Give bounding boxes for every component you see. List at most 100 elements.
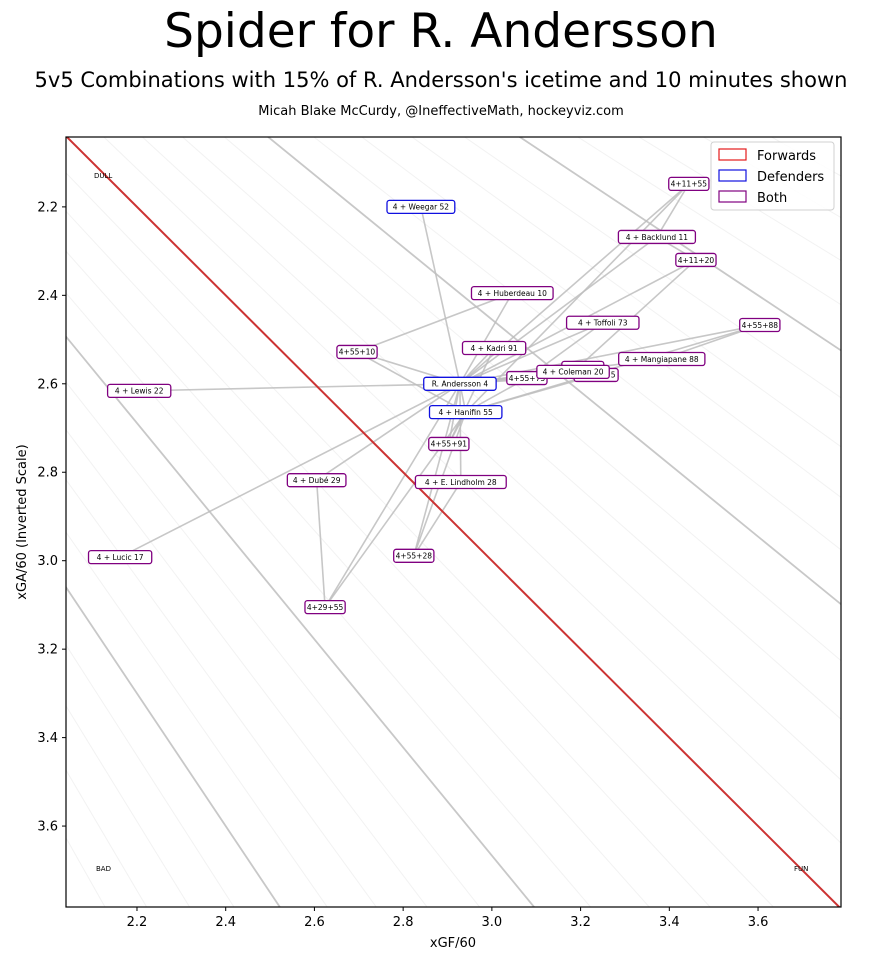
combination-nodes: R. Andersson 4 4 + Weegar 52 4 + Hanifin 5… — [87, 176, 781, 615]
spider-edge — [459, 292, 513, 385]
node-toffoli: 4 + Toffoli 73 — [565, 315, 640, 330]
node-c11_20: 4+11+20 — [675, 252, 717, 268]
legend: Forwards Defenders Both — [710, 141, 835, 211]
node-label: 4+55+10 — [339, 348, 376, 357]
node-box — [428, 404, 503, 420]
chart-title: Spider for R. Andersson — [164, 4, 718, 59]
faint-contour-line — [0, 499, 882, 960]
node-label: 4 + Lucic 17 — [97, 553, 144, 562]
node-label: 4+11+55 — [671, 180, 708, 189]
node-label: 5 — [611, 371, 616, 380]
node-huberdeau: 4 + Huberdeau 10 — [470, 285, 554, 301]
x-tick-label: 2.8 — [393, 915, 414, 930]
spider-edge — [459, 236, 658, 385]
node-lucic: 4 + Lucic 17 — [87, 550, 153, 565]
node-backlund: 4 + Backlund 11 — [617, 229, 697, 245]
faint-contour-line — [0, 617, 882, 960]
node-weegar: 4 + Weegar 52 — [386, 199, 456, 215]
node-box — [106, 383, 172, 399]
legend-swatch-defenders — [718, 169, 747, 182]
y-tick-label: 2.6 — [37, 377, 58, 392]
node-box — [414, 474, 507, 490]
y-tick-label: 3.2 — [37, 643, 58, 658]
corner-label-dull: DULL — [94, 172, 112, 180]
faint-contour-line — [0, 0, 882, 46]
faint-contour-line — [223, 137, 841, 662]
node-box — [386, 199, 456, 215]
node-lewis: 4 + Lewis 22 — [106, 383, 172, 399]
node-c55_28: 4+55+28 — [393, 548, 435, 563]
spider-edge — [315, 480, 326, 608]
x-axis-ticks: 2.2 2.4 2.6 2.8 3.0 3.2 3.4 3.6 — [127, 907, 769, 930]
node-c55_10: 4+55+10 — [336, 344, 378, 360]
node-label: 4 + Kadri 91 — [471, 344, 518, 353]
node-label: 4 + Coleman 20 — [543, 368, 604, 377]
node-label: 4+29+55 — [307, 603, 344, 612]
node-mangiapane: 4 + Mangiapane 88 — [618, 351, 706, 367]
faint-contour-line — [181, 137, 841, 720]
node-label: 4 + Huberdeau 10 — [478, 289, 547, 298]
node-box — [461, 340, 527, 356]
x-tick-label: 3.2 — [570, 915, 591, 930]
spider-edge — [316, 383, 461, 481]
spider-edge — [356, 351, 467, 413]
y-tick-label: 2.2 — [37, 200, 58, 215]
plot-frame — [65, 136, 842, 908]
faint-contour-line — [0, 0, 882, 126]
faint-contour-line — [66, 292, 592, 907]
legend-swatch-forwards — [718, 148, 747, 161]
spider-edge — [139, 382, 460, 392]
spider-edge — [459, 383, 462, 482]
faint-contour-line — [0, 0, 882, 255]
x-tick-label: 2.2 — [127, 915, 148, 930]
corner-labels: DULL BAD FUN — [94, 172, 808, 873]
node-dube: 4 + Dubé 29 — [286, 473, 347, 488]
node-box — [668, 176, 710, 192]
spider-edge — [413, 481, 462, 557]
spider-edge — [459, 322, 604, 385]
contour-line — [66, 335, 536, 907]
y-axis-ticks: 2.2 2.4 2.6 2.8 3.0 3.2 3.4 3.6 — [37, 200, 66, 835]
spider-edge — [448, 347, 495, 445]
node-kadri: 4 + Kadri 91 — [461, 340, 527, 356]
node-label: 4 + Backlund 11 — [626, 233, 689, 242]
legend-label-both: Both — [757, 191, 787, 206]
spider-edge — [119, 383, 461, 558]
x-axis-label: xGF/60 — [430, 936, 476, 951]
contour-line — [518, 137, 841, 352]
node-label: 4+55+28 — [396, 552, 433, 561]
contour-line — [66, 585, 281, 907]
corner-label-bad: BAD — [96, 865, 111, 873]
node-box — [336, 344, 378, 360]
node-label: 4 + E. Lindholm 28 — [425, 478, 497, 487]
faint-contour-line — [66, 381, 481, 907]
node-label: 4+55+88 — [742, 321, 779, 330]
y-tick-label: 2.8 — [37, 466, 58, 481]
spider-edges — [119, 183, 761, 608]
y-tick-label: 2.4 — [37, 289, 58, 304]
faint-contour-line — [463, 137, 841, 399]
x-tick-label: 3.0 — [482, 915, 503, 930]
node-label: 4 + Weegar 52 — [393, 203, 450, 212]
x-tick-label: 3.6 — [748, 915, 769, 930]
faint-contour-line — [411, 137, 841, 448]
node-box — [617, 229, 697, 245]
x-tick-label: 2.6 — [304, 915, 325, 930]
node-c11_55: 4+11+55 — [668, 176, 710, 192]
x-tick-label: 3.4 — [659, 915, 680, 930]
spider-edge — [324, 383, 461, 608]
y-axis-label: xGA/60 (Inverted Scale) — [15, 444, 30, 599]
node-box — [286, 473, 347, 488]
corner-label-fun: FUN — [794, 865, 808, 873]
spider-edge — [465, 183, 690, 413]
node-box — [675, 252, 717, 268]
faint-contour-line — [0, 0, 882, 86]
node-box — [536, 364, 610, 379]
node-box — [470, 285, 554, 301]
node-c55_91: 4+55+91 — [428, 436, 470, 452]
